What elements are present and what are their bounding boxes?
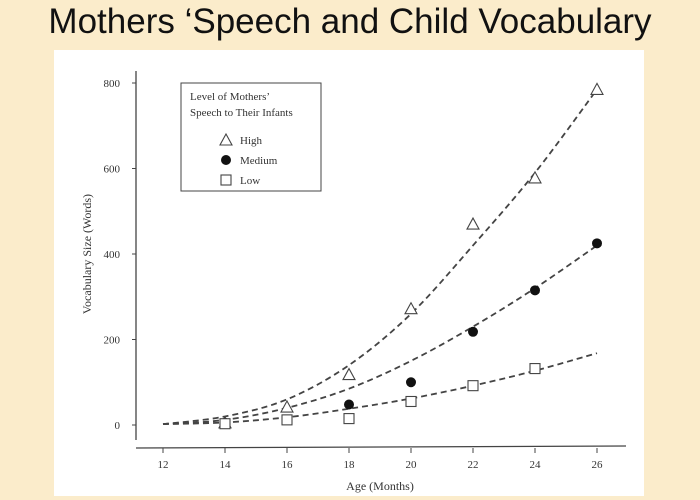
legend-box <box>180 82 322 192</box>
data-point-medium <box>344 399 354 410</box>
data-point-medium <box>468 326 478 337</box>
chart-panel: 0 200 400 600 800 12 14 16 18 20 22 24 26 Age (Months… <box>54 50 644 496</box>
y-tick-label: 400 <box>104 249 121 261</box>
legend-marker-medium <box>221 155 231 165</box>
x-tick-label: 12 <box>158 459 169 471</box>
data-point-medium <box>530 285 540 296</box>
y-tick-label: 200 <box>104 335 121 347</box>
data-point-high <box>404 301 418 315</box>
x-tick-label: 22 <box>468 459 479 471</box>
data-point-medium <box>406 377 416 388</box>
legend-label-low: Low <box>240 175 260 187</box>
vocabulary-chart: 0 200 400 600 800 12 14 16 18 20 22 24 26 Age (Months… <box>80 71 627 493</box>
legend-marker-high <box>219 132 233 146</box>
y-tick-label: 600 <box>104 164 121 176</box>
legend-title: Speech to Their Infants <box>190 107 293 119</box>
legend-label-medium: Medium <box>240 155 278 167</box>
data-point-high <box>590 82 604 95</box>
y-tick-label: 800 <box>104 78 121 90</box>
x-tick-label: 14 <box>220 459 232 471</box>
x-tick-label: 18 <box>344 459 356 471</box>
legend-label-high: High <box>240 135 263 147</box>
slide-title: Mothers ‘Speech and Child Vocabulary <box>48 2 652 41</box>
y-axis-label: Vocabulary Size (Words) <box>80 194 94 314</box>
legend-title: Level of Mothers’ <box>190 91 270 103</box>
legend-marker-low <box>220 174 232 186</box>
x-tick-label: 24 <box>530 459 542 471</box>
data-point-high <box>342 367 356 381</box>
data-point-low <box>529 363 541 375</box>
x-tick-label: 20 <box>406 459 418 471</box>
data-point-low <box>467 380 479 392</box>
data-point-high <box>280 399 294 413</box>
x-axis-line <box>135 445 627 449</box>
data-point-low <box>281 414 293 426</box>
data-point-high <box>466 216 480 230</box>
data-point-high <box>528 170 542 184</box>
data-point-low <box>343 413 355 425</box>
data-point-medium <box>592 238 602 249</box>
y-tick-label: 0 <box>115 420 121 432</box>
x-tick-label: 26 <box>592 459 604 471</box>
data-point-low <box>405 395 417 408</box>
fit-curve-medium <box>162 244 598 426</box>
data-point-low <box>219 418 231 430</box>
x-axis-label: Age (Months) <box>346 479 414 493</box>
fit-curve-low <box>162 352 598 426</box>
x-tick-label: 16 <box>282 459 294 471</box>
